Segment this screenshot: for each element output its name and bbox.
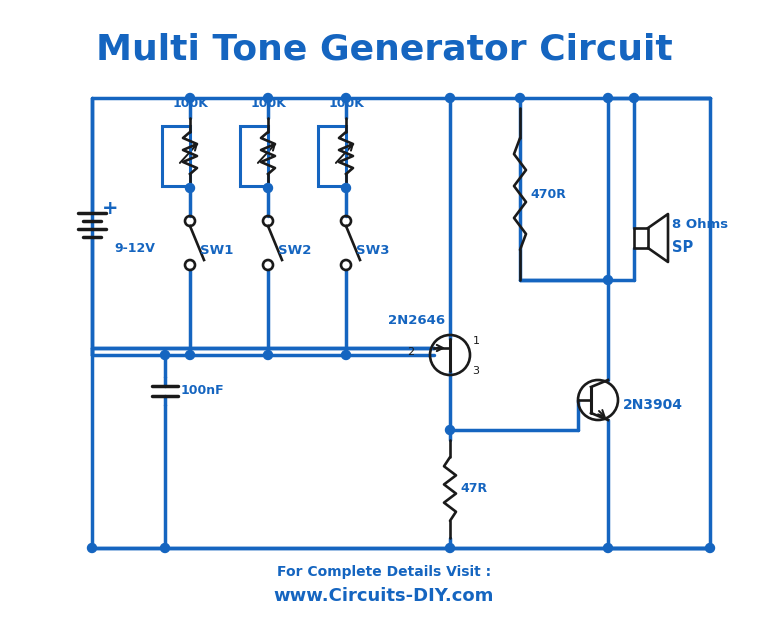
Circle shape xyxy=(186,94,194,102)
Text: 100K: 100K xyxy=(328,97,364,110)
Circle shape xyxy=(88,544,97,552)
Circle shape xyxy=(515,94,525,102)
Circle shape xyxy=(263,351,273,359)
Circle shape xyxy=(263,184,273,192)
Circle shape xyxy=(161,351,170,359)
Circle shape xyxy=(604,94,613,102)
Text: 47R: 47R xyxy=(460,482,487,496)
Circle shape xyxy=(342,184,350,192)
Text: 470R: 470R xyxy=(530,188,566,201)
Text: 100K: 100K xyxy=(172,97,208,110)
Circle shape xyxy=(445,426,455,434)
Text: 9-12V: 9-12V xyxy=(114,242,155,256)
Text: Multi Tone Generator Circuit: Multi Tone Generator Circuit xyxy=(96,33,672,67)
Circle shape xyxy=(630,94,638,102)
Circle shape xyxy=(706,544,714,552)
Text: 3: 3 xyxy=(472,366,479,376)
Text: 2N3904: 2N3904 xyxy=(623,398,683,412)
Circle shape xyxy=(186,351,194,359)
Circle shape xyxy=(604,544,613,552)
Circle shape xyxy=(342,351,350,359)
Text: SP: SP xyxy=(672,239,694,254)
Text: 100nF: 100nF xyxy=(181,384,224,398)
Text: 2: 2 xyxy=(407,347,414,357)
Text: SW1: SW1 xyxy=(200,244,233,258)
Circle shape xyxy=(263,94,273,102)
Text: www.Circuits-DIY.com: www.Circuits-DIY.com xyxy=(274,587,494,605)
Text: For Complete Details Visit :: For Complete Details Visit : xyxy=(277,565,491,579)
Text: 2N2646: 2N2646 xyxy=(388,314,445,327)
Text: 8 Ohms: 8 Ohms xyxy=(672,217,728,231)
Text: +: + xyxy=(101,199,118,218)
Text: 100K: 100K xyxy=(250,97,286,110)
Bar xyxy=(634,228,648,248)
Circle shape xyxy=(342,94,350,102)
Text: SW2: SW2 xyxy=(278,244,311,258)
Circle shape xyxy=(186,184,194,192)
Text: 1: 1 xyxy=(473,336,480,346)
Circle shape xyxy=(445,94,455,102)
Text: SW3: SW3 xyxy=(356,244,389,258)
Circle shape xyxy=(445,544,455,552)
Circle shape xyxy=(604,276,613,284)
Circle shape xyxy=(161,544,170,552)
